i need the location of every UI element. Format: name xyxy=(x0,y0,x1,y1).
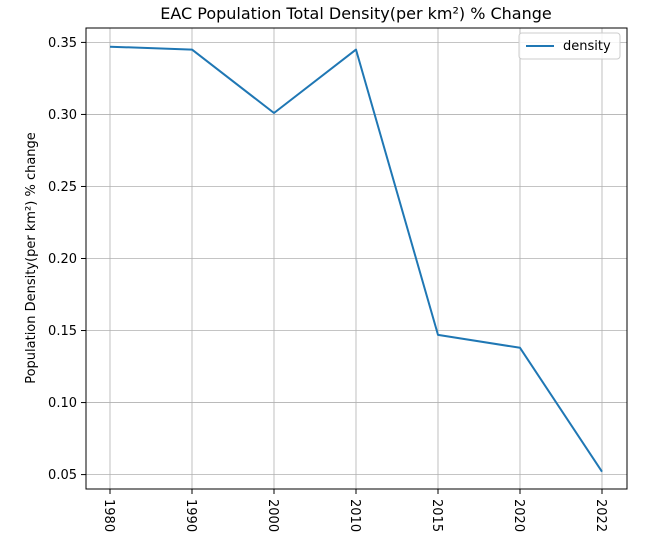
series-group xyxy=(109,45,603,473)
legend: density xyxy=(518,32,621,60)
y-tick-label: 0.15 xyxy=(48,324,77,339)
series-line-density xyxy=(109,45,603,473)
x-tick-label: 2010 xyxy=(347,499,362,532)
axis-ticks: 1980 1990 2000 2010 2015 2020 2022 0.05 0.10 0.15… xyxy=(48,36,608,532)
legend-label: density xyxy=(563,39,611,54)
x-tick-label: 2022 xyxy=(593,499,608,532)
grid xyxy=(86,28,627,489)
y-tick-label: 0.05 xyxy=(48,468,77,483)
x-tick-label: 2020 xyxy=(511,499,526,532)
x-tick-label: 2015 xyxy=(429,499,444,532)
chart-title: EAC Population Total Density(per km²) % … xyxy=(160,4,552,23)
y-tick-label: 0.30 xyxy=(48,108,77,123)
x-tick-label: 2000 xyxy=(265,499,280,532)
y-tick-label: 0.10 xyxy=(48,396,77,411)
x-tick-label: 1990 xyxy=(183,499,198,532)
y-tick-label: 0.20 xyxy=(48,252,77,267)
legend-box xyxy=(518,32,621,60)
y-tick-label: 0.35 xyxy=(48,36,77,51)
x-tick-label: 1980 xyxy=(101,499,116,532)
y-axis-label: Population Density(per km²) % change xyxy=(24,132,39,384)
y-tick-label: 0.25 xyxy=(48,180,77,195)
